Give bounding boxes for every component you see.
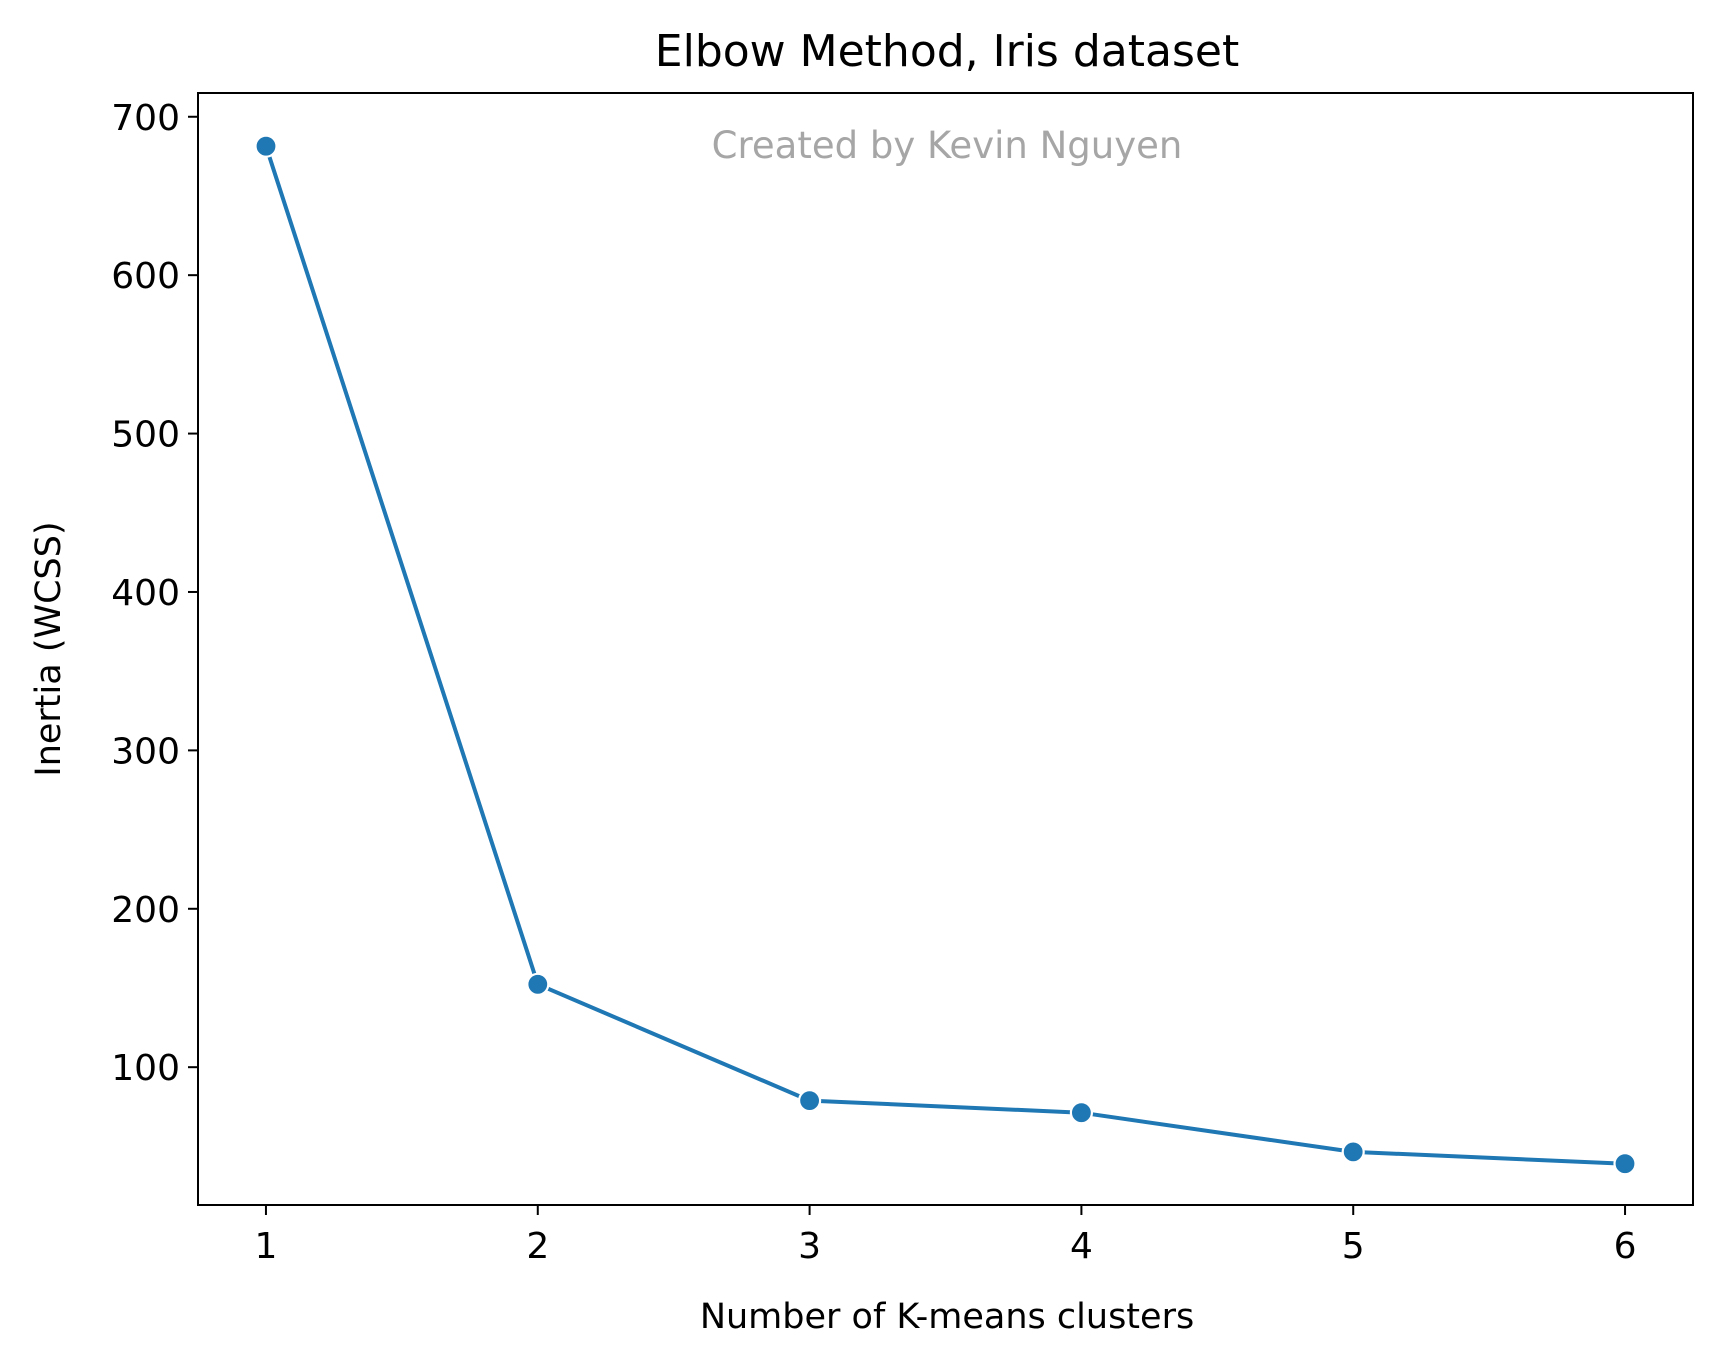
y-tick-label: 700 bbox=[111, 98, 180, 139]
watermark-annotation: Created by Kevin Nguyen bbox=[712, 124, 1183, 167]
chart-title: Elbow Method, Iris dataset bbox=[655, 26, 1239, 77]
x-tick-label: 4 bbox=[1070, 1226, 1093, 1267]
y-tick-label: 400 bbox=[111, 573, 180, 614]
y-tick-label: 300 bbox=[111, 731, 180, 772]
x-axis-ticks: 1 2 3 4 5 6 bbox=[255, 1205, 1637, 1267]
x-tick-label: 6 bbox=[1614, 1226, 1637, 1267]
y-axis-ticks: 100 200 300 400 500 600 700 bbox=[111, 98, 198, 1089]
x-tick-label: 2 bbox=[526, 1226, 549, 1267]
x-tick-label: 5 bbox=[1342, 1226, 1365, 1267]
series-line bbox=[264, 145, 1626, 1166]
y-axis-label: Inertia (WCSS) bbox=[29, 521, 69, 776]
data-point bbox=[1341, 1140, 1365, 1164]
series-layer bbox=[254, 134, 1637, 1176]
x-tick-label: 3 bbox=[798, 1226, 821, 1267]
data-point bbox=[254, 134, 278, 158]
x-axis-label: Number of K-means clusters bbox=[700, 1297, 1194, 1337]
x-tick-label: 1 bbox=[255, 1226, 278, 1267]
y-tick-label: 600 bbox=[111, 256, 180, 297]
data-point bbox=[797, 1088, 822, 1113]
data-point bbox=[1069, 1101, 1094, 1125]
data-point bbox=[1613, 1152, 1637, 1176]
plot-area-frame bbox=[197, 92, 1694, 1206]
y-tick-label: 200 bbox=[111, 890, 180, 931]
y-tick-label: 100 bbox=[111, 1048, 180, 1089]
data-point bbox=[526, 972, 550, 996]
y-tick-label: 500 bbox=[111, 415, 180, 456]
